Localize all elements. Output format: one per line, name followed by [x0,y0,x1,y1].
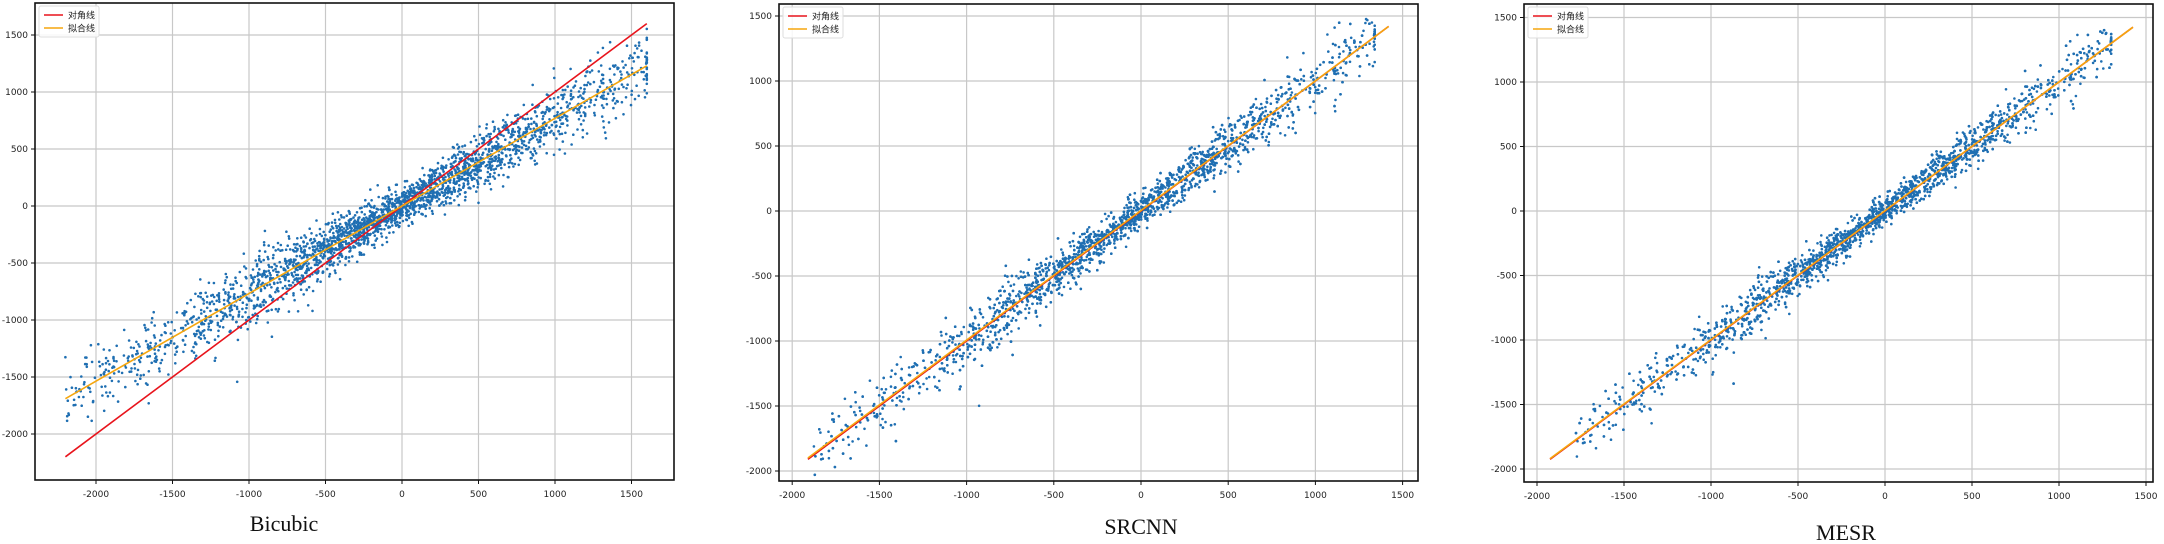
x-tick-label: -2000 [83,490,109,500]
y-tick-label: 1000 [1494,78,1517,88]
legend-fit-label: 拟合线 [1557,24,1584,36]
x-tick-label: 0 [399,490,405,500]
diagonal-line [64,22,648,458]
caption-mesr: MESR [1816,520,1876,544]
y-tick-label: -1500 [2,373,28,383]
x-tick-label: 1000 [1304,491,1327,501]
legend-diagonal-label: 对角线 [68,10,95,22]
y-tick-label: -2000 [1491,465,1517,475]
scatter-points [1574,28,2113,458]
y-tick-label: 0 [766,207,772,217]
y-tick-label: 1500 [5,31,28,41]
y-tick-label: 1000 [749,77,772,87]
grid-lines [1524,4,2153,482]
x-tick-label: 500 [1220,491,1237,501]
y-tick-label: 0 [22,202,28,212]
caption-bicubic: Bicubic [250,511,319,536]
scatter-points [812,17,1376,477]
x-tick-label: -500 [315,490,336,500]
mesr-scatter-panel: -2000 -1500 -1000 -500 0 500 1000 1500 -2000 -150… [1491,3,2158,503]
x-tick-label: 1500 [2135,492,2158,502]
y-tick-label: 500 [11,145,28,155]
y-tick-label: -1000 [746,337,772,347]
x-tick-label: 500 [1963,492,1980,502]
y-tick-label: -1500 [1491,401,1517,411]
x-tick-label: -2000 [779,491,805,501]
x-tick-label: 1000 [544,490,567,500]
x-tick-label: -1000 [236,490,262,500]
y-tick-label: -500 [1497,272,1518,282]
axis-ticks: -2000 -1500 -1000 -500 0 500 1000 1500 -2000 -150… [2,31,643,500]
y-tick-label: -500 [752,272,773,282]
x-tick-label: -500 [1044,491,1065,501]
x-tick-label: -1000 [954,491,980,501]
grid-lines [779,4,1418,481]
y-tick-label: -2000 [746,467,772,477]
fit-line [65,65,648,400]
axis-ticks: -2000 -1500 -1000 -500 0 500 1000 1500 -2000 -150… [746,12,1414,501]
x-tick-label: 0 [1882,492,1888,502]
y-tick-label: -500 [8,259,29,269]
axes-frame [1523,3,2154,483]
bicubic-scatter-panel: -2000 -1500 -1000 -500 0 500 1000 1500 -2000 -150… [2,2,675,500]
axes-frame [34,2,675,481]
y-tick-label: -1500 [746,402,772,412]
y-tick-label: 500 [1500,143,1517,153]
x-tick-label: -2000 [1524,492,1550,502]
x-tick-label: 0 [1138,491,1144,501]
y-tick-label: 1500 [1494,14,1517,24]
y-tick-label: 1500 [749,12,772,22]
legend-diagonal-label: 对角线 [1557,11,1584,23]
y-tick-label: -1000 [1491,336,1517,346]
x-tick-label: -500 [1788,492,1809,502]
x-tick-label: -1500 [866,491,892,501]
y-tick-label: -2000 [2,430,28,440]
srcnn-scatter-panel: -2000 -1500 -1000 -500 0 500 1000 1500 -2000 -150… [746,3,1419,501]
y-tick-label: 500 [755,142,772,152]
y-tick-label: -1000 [2,316,28,326]
x-tick-label: 1500 [1391,491,1414,501]
x-tick-label: -1500 [1611,492,1637,502]
fit-line [807,25,1390,459]
caption-srcnn: SRCNN [1104,514,1177,539]
x-tick-label: -1500 [159,490,185,500]
axes-frame [778,3,1419,482]
legend-diagonal-label: 对角线 [812,11,839,23]
legend-fit-label: 拟合线 [68,23,95,35]
legend-fit-label: 拟合线 [812,24,839,36]
x-tick-label: -1000 [1698,492,1724,502]
axis-ticks: -2000 -1500 -1000 -500 0 500 1000 1500 -2000 -150… [1491,14,2158,503]
y-tick-label: 0 [1511,207,1517,217]
x-tick-label: 500 [470,490,487,500]
x-tick-label: 1000 [2048,492,2071,502]
x-tick-label: 1500 [620,490,643,500]
y-tick-label: 1000 [5,88,28,98]
grid-lines [35,3,674,480]
scatter-points [64,27,649,423]
fit-line [1549,26,2134,460]
